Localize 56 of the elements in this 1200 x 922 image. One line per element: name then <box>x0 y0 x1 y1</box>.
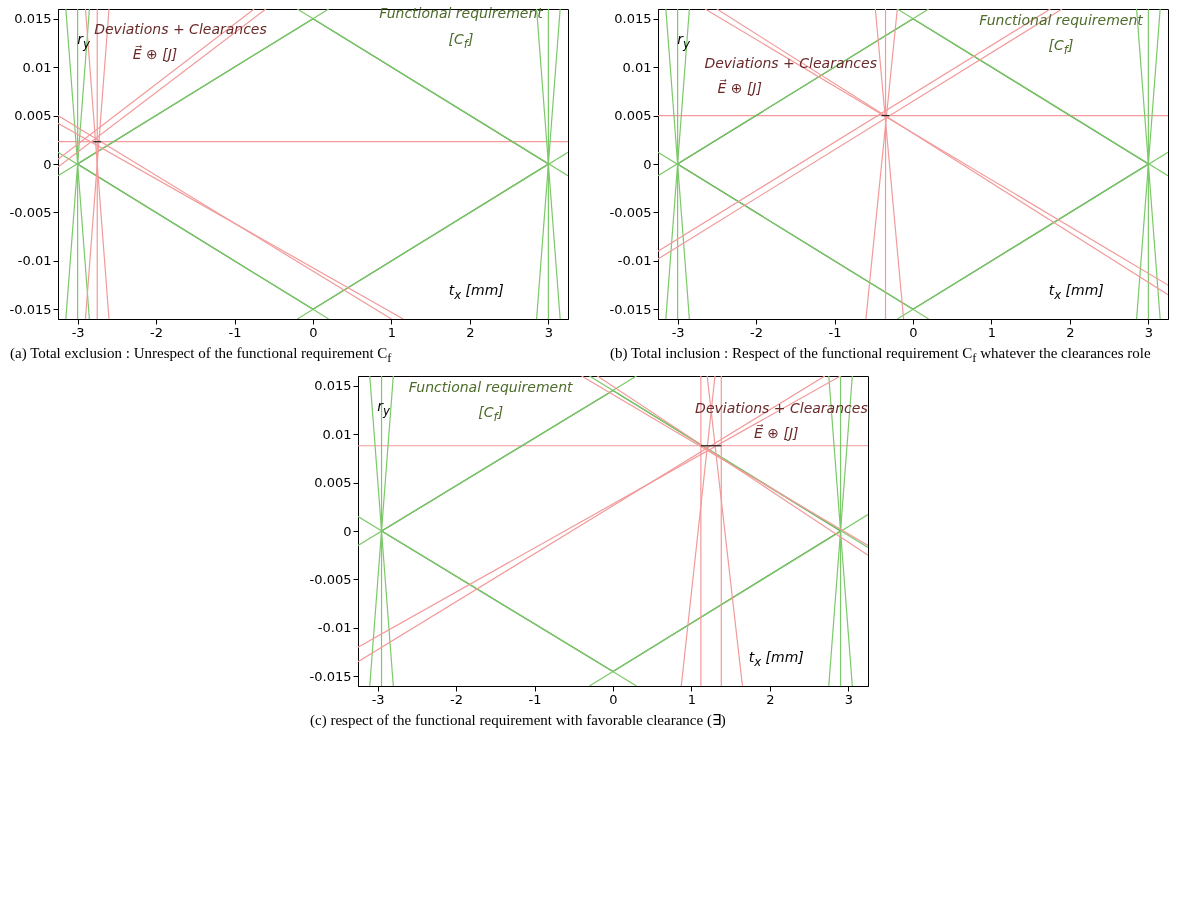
x-tick-label: 1 <box>687 691 697 707</box>
y-tick-label: 0.005 <box>314 475 352 491</box>
x-tick-label: -1 <box>528 691 542 707</box>
y-tick-label: -0.01 <box>617 253 652 269</box>
y-tick-label: 0.01 <box>22 59 52 75</box>
x-tick-label: -2 <box>750 324 764 340</box>
x-tick-label: 2 <box>466 324 475 340</box>
y-tick-label: -0.015 <box>609 301 652 317</box>
annotation: [C$_{f}$] <box>448 31 474 52</box>
x-tick-label: 3 <box>544 324 554 340</box>
y-tick-label: 0 <box>43 156 52 172</box>
y-tick-label: 0.005 <box>14 108 52 124</box>
x-axis-title: t$_{x}$ [mm] <box>748 649 804 670</box>
x-tick-label: 0 <box>909 324 918 340</box>
x-axis-title: t$_{x}$ [mm] <box>448 282 504 303</box>
annotation: Functional requirement <box>979 11 1143 28</box>
x-tick-label: -3 <box>671 324 685 340</box>
y-tick-label: 0.015 <box>614 11 652 27</box>
annotation: Deviations + Clearances <box>94 20 267 37</box>
annotation: Functional requirement <box>379 5 543 22</box>
annotation: Functional requirement <box>408 378 573 395</box>
annotation: [C$_{f}$] <box>478 404 504 425</box>
annotation: [C$_{f}$] <box>1048 37 1074 58</box>
x-tick-label: 2 <box>766 691 775 707</box>
x-tick-label: -1 <box>228 324 242 340</box>
x-axis-title: t$_{x}$ [mm] <box>1048 282 1104 303</box>
y-tick-label: 0.015 <box>14 11 52 27</box>
x-tick-label: -2 <box>150 324 164 340</box>
annotation: E⃗ ⊕ [J] <box>754 425 799 441</box>
y-tick-label: -0.01 <box>17 253 52 269</box>
x-tick-label: 1 <box>387 324 397 340</box>
x-tick-label: 3 <box>1144 324 1154 340</box>
y-tick-label: 0.005 <box>614 108 652 124</box>
x-tick-label: -2 <box>450 691 464 707</box>
x-tick-label: 3 <box>844 691 854 707</box>
y-tick-label: 0 <box>643 156 652 172</box>
annotation: E⃗ ⊕ [J] <box>717 79 762 96</box>
y-tick-label: 0.01 <box>622 59 652 75</box>
text: (c) respect of the functional requirement with favorable clearance (∃) <box>309 711 727 729</box>
y-tick-label: -0.005 <box>609 204 652 220</box>
text: (a) Total exclusion : Unrespect of the functional requirement C$_{f}$ <box>9 344 393 367</box>
annotation: E⃗ ⊕ [J] <box>132 45 178 62</box>
x-tick-label: -3 <box>371 691 385 707</box>
y-tick-label: 0 <box>343 523 352 539</box>
text: (b) Total inclusion : Respect of the functional requirement C$_{f}$ whatever the clearances role <box>609 344 1152 367</box>
y-tick-label: 0.015 <box>314 378 352 394</box>
x-tick-label: 1 <box>987 324 997 340</box>
y-tick-label: -0.005 <box>9 204 52 220</box>
y-tick-label: 0.01 <box>322 426 352 442</box>
x-tick-label: -1 <box>828 324 842 340</box>
x-tick-label: -3 <box>71 324 85 340</box>
y-tick-label: -0.015 <box>309 668 352 684</box>
y-tick-label: -0.005 <box>309 571 352 587</box>
y-tick-label: -0.01 <box>317 620 352 636</box>
y-tick-label: -0.015 <box>9 301 52 317</box>
x-tick-label: 2 <box>1066 324 1075 340</box>
